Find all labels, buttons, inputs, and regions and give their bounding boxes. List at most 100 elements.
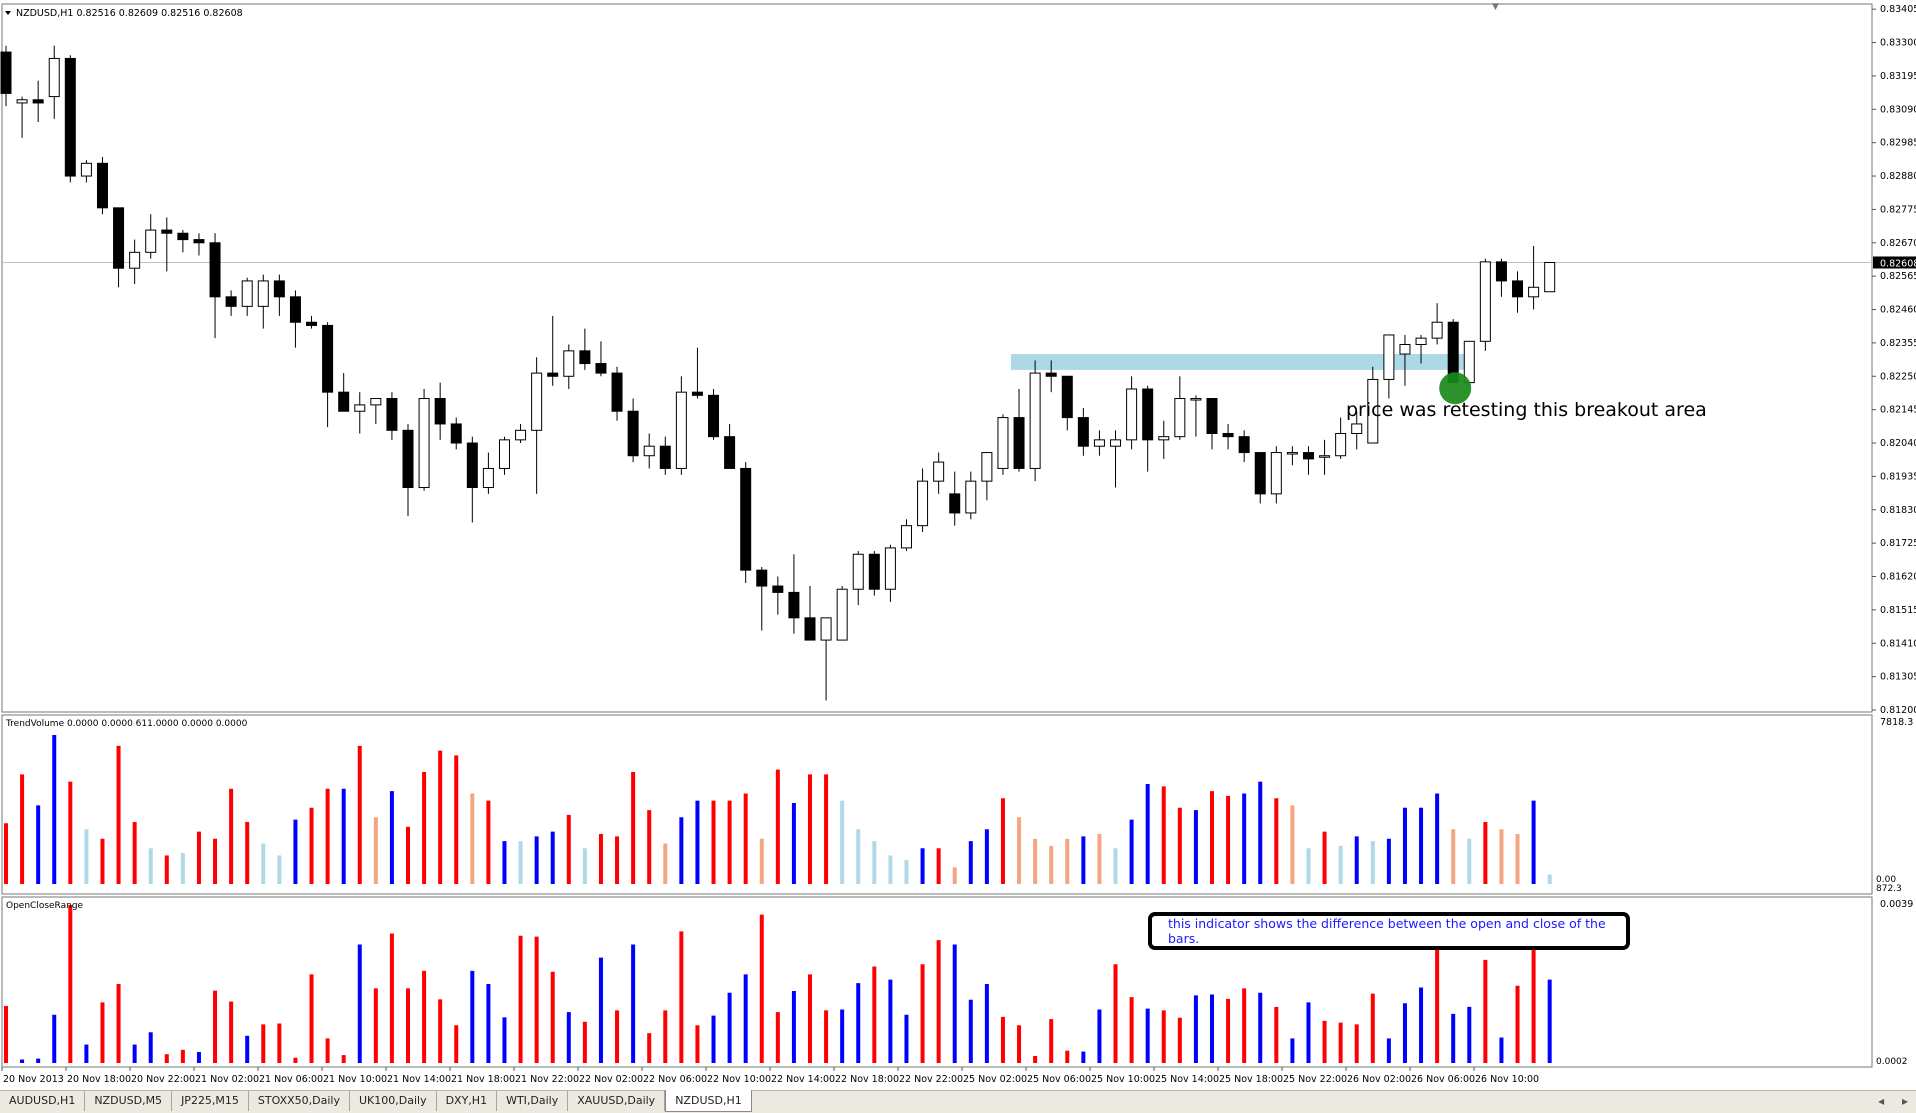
candle: [1190, 395, 1202, 437]
trend-volume-scale-top: 7818.3: [1880, 717, 1913, 728]
open-close-scale-top: 0.0039: [1880, 899, 1913, 910]
candle: [498, 436, 510, 475]
candle-body: [708, 394, 720, 438]
candle: [1302, 446, 1314, 475]
candle-body: [1270, 452, 1282, 495]
candle: [1110, 430, 1122, 488]
candle: [531, 357, 543, 494]
tab-jp225-m15[interactable]: JP225,M15: [172, 1091, 249, 1111]
candle-body: [579, 350, 591, 365]
candle: [466, 436, 478, 523]
candle: [1495, 258, 1507, 297]
candle-body: [675, 391, 687, 469]
y-tick-label: 0.83300: [1880, 38, 1916, 49]
candle-body: [1126, 388, 1138, 441]
candle: [1029, 360, 1041, 482]
candle: [788, 554, 800, 634]
candle-body: [64, 57, 76, 177]
candle-body: [450, 423, 462, 444]
candle: [338, 373, 350, 412]
candle-body: [563, 350, 575, 377]
candle-body: [1029, 372, 1041, 469]
tab-prev-icon[interactable]: ◂: [1878, 1094, 1885, 1108]
candle-body: [531, 372, 543, 431]
candle-body: [1222, 432, 1234, 438]
candle-body: [209, 242, 221, 298]
candle: [161, 217, 173, 272]
candle-body: [949, 493, 961, 514]
candle: [177, 230, 189, 253]
candle: [708, 388, 720, 440]
main-panel-frame: [1, 3, 1873, 713]
tab-stoxx50-daily[interactable]: STOXX50,Daily: [248, 1091, 350, 1111]
y-tick-label: 0.81410: [1880, 638, 1916, 649]
y-tick-label: 0.82145: [1880, 405, 1916, 416]
candle-body: [772, 585, 784, 593]
current-price-label: 0.82608: [1880, 258, 1916, 269]
candle: [643, 433, 655, 469]
y-tick-label: 0.82565: [1880, 271, 1916, 282]
candle-body: [434, 398, 446, 425]
candle-body: [627, 410, 639, 457]
candle-body: [1077, 417, 1089, 447]
candle: [1399, 334, 1411, 386]
candle: [917, 468, 929, 533]
tab-dxy-h1[interactable]: DXY,H1: [436, 1091, 498, 1111]
x-tick-label: 25 Nov 14:00: [1155, 1074, 1219, 1085]
candle: [289, 290, 301, 348]
candle-body: [145, 229, 157, 253]
candle-body: [193, 239, 205, 244]
x-tick-label: 22 Nov 14:00: [771, 1074, 835, 1085]
candle-body: [1495, 261, 1507, 282]
candle-body: [338, 391, 350, 412]
candle-body: [257, 280, 269, 307]
candle-body: [691, 391, 703, 396]
candle-body: [804, 617, 816, 641]
candle: [659, 436, 671, 475]
candle: [547, 315, 559, 386]
y-tick-label: 0.82250: [1880, 371, 1916, 382]
y-tick-label: 0.82460: [1880, 305, 1916, 316]
open-close-label: OpenCloseRange: [6, 901, 84, 911]
chart-tab-bar: AUDUSD,H1 NZDUSD,M5 JP225,M15 STOXX50,Daily…: [0, 1090, 1916, 1113]
x-tick-label: 25 Nov 06:00: [1027, 1074, 1091, 1085]
tab-nzdusd-h1[interactable]: NZDUSD,H1: [665, 1090, 752, 1112]
candle-body: [482, 467, 494, 489]
open-close-scale-bottom: 0.0002: [1876, 1057, 1908, 1067]
x-tick-label: 21 Nov 02:00: [195, 1074, 259, 1085]
candle: [273, 274, 285, 316]
tab-next-icon[interactable]: ▸: [1901, 1094, 1908, 1108]
y-tick-label: 0.83195: [1880, 71, 1916, 82]
candle: [80, 160, 92, 183]
indicator-info-box: this indicator shows the difference betw…: [1148, 912, 1630, 950]
tab-nzdusd-m5[interactable]: NZDUSD,M5: [85, 1091, 173, 1111]
candle: [852, 551, 864, 606]
candle: [96, 156, 108, 215]
candle-body: [1399, 343, 1411, 355]
tab-audusd-h1[interactable]: AUDUSD,H1: [0, 1091, 86, 1111]
candle: [354, 392, 366, 434]
candle-body: [1110, 439, 1122, 447]
candle: [804, 586, 816, 641]
candle: [64, 55, 76, 183]
candle-body: [177, 232, 189, 241]
annotation-text: price was retesting this breakout area: [1346, 399, 1707, 421]
candle: [1383, 334, 1395, 399]
candle-body: [515, 429, 527, 441]
candle-body: [370, 398, 382, 406]
candle: [820, 617, 832, 701]
candle: [563, 344, 575, 389]
tab-wti-daily[interactable]: WTI,Daily: [497, 1091, 569, 1111]
candle-body: [1013, 417, 1025, 469]
y-tick-label: 0.82670: [1880, 238, 1916, 249]
candle: [16, 96, 28, 138]
x-tick-label: 22 Nov 02:00: [579, 1074, 643, 1085]
candle: [434, 382, 446, 440]
tab-uk100-daily[interactable]: UK100,Daily: [349, 1091, 437, 1111]
candle-body: [740, 467, 752, 571]
candle: [1077, 408, 1089, 456]
x-tick-label: 22 Nov 06:00: [643, 1074, 707, 1085]
tab-xauusd-daily[interactable]: XAUUSD,Daily: [568, 1091, 666, 1111]
chevron-down-icon[interactable]: ▼: [1492, 2, 1499, 12]
